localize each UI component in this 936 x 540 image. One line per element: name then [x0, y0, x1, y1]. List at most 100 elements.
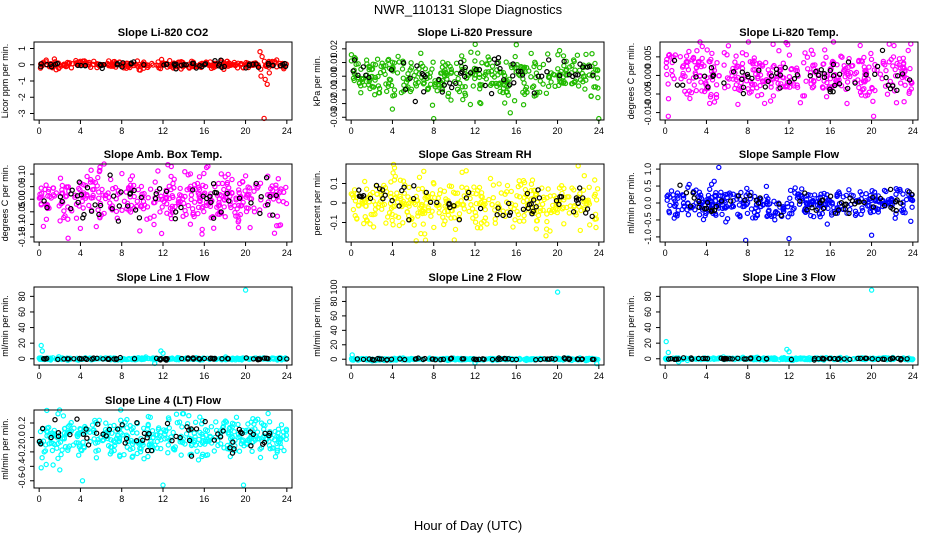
data-point [217, 434, 224, 440]
data-point [448, 183, 455, 190]
data-point [163, 188, 170, 195]
data-point [251, 208, 258, 215]
data-point [210, 225, 217, 231]
data-point [152, 179, 158, 185]
data-point [73, 215, 80, 221]
data-point [680, 200, 687, 206]
data-point [141, 456, 147, 462]
data-point [169, 438, 175, 444]
data-point [84, 173, 90, 180]
data-point [575, 83, 582, 89]
data-point [71, 425, 77, 431]
data-point [95, 207, 101, 213]
data-point [99, 65, 105, 72]
data-point [741, 356, 747, 362]
data-point [189, 187, 196, 193]
data-point [740, 203, 746, 210]
data-point [131, 187, 137, 194]
data-point [803, 78, 809, 84]
data-point [732, 59, 738, 65]
data-point [221, 63, 227, 70]
data-point [887, 85, 894, 92]
data-point [508, 200, 514, 207]
data-point [714, 60, 720, 66]
data-point [685, 59, 691, 65]
data-point [459, 84, 465, 90]
data-point [77, 187, 83, 193]
data-point [95, 189, 102, 195]
data-point [794, 72, 801, 78]
data-point [467, 101, 474, 108]
data-point [171, 176, 177, 182]
data-point [225, 429, 231, 436]
data-point [863, 190, 869, 197]
data-point [775, 80, 781, 87]
data-point [105, 443, 112, 449]
data-point [131, 356, 138, 362]
data-point [274, 222, 280, 229]
data-point [740, 90, 747, 97]
data-point [503, 89, 509, 95]
x-tick-label: 20 [241, 126, 251, 136]
data-point [668, 188, 675, 194]
y-tick-label: -1 [17, 77, 27, 85]
data-point [827, 75, 834, 82]
data-point [868, 56, 875, 63]
data-point [439, 89, 445, 95]
data-point [147, 414, 153, 420]
data-point [351, 57, 358, 63]
data-point [809, 204, 815, 211]
data-point [38, 465, 44, 471]
data-point [202, 183, 209, 190]
data-point [788, 356, 795, 363]
panel-2: Slope Li-820 Pressure kPa per min. 0 4 8 12 16… [312, 27, 605, 136]
data-point [57, 467, 63, 473]
data-point [544, 356, 551, 362]
data-point [887, 356, 894, 362]
data-point [183, 62, 189, 68]
data-point [202, 438, 209, 444]
data-point [351, 54, 358, 61]
data-point [902, 209, 908, 216]
data-point [528, 50, 534, 57]
data-point [453, 80, 459, 87]
data-point [463, 195, 470, 201]
y-tick-label: 0 [329, 200, 339, 205]
data-point [82, 195, 89, 201]
data-point [891, 88, 898, 94]
data-point [55, 430, 62, 436]
y-tick-label: 60 [643, 307, 653, 317]
data-point [260, 441, 266, 447]
data-point [410, 195, 417, 202]
data-point [129, 173, 136, 179]
data-point [839, 54, 845, 60]
data-point [728, 198, 734, 204]
data-point [537, 89, 543, 95]
data-point [148, 447, 155, 454]
data-point [504, 182, 511, 189]
data-point [111, 356, 117, 362]
data-point [674, 190, 681, 196]
y-tick-label: 0 [17, 356, 27, 361]
data-point [95, 447, 102, 453]
data-point [460, 201, 467, 208]
data-point [533, 226, 540, 232]
data-point [232, 209, 238, 216]
data-point [388, 205, 395, 211]
panel-ylabel: kPa per min. [312, 56, 322, 107]
data-point [145, 453, 151, 460]
data-point [496, 181, 502, 187]
data-point [718, 355, 724, 361]
data-point [231, 446, 237, 452]
data-point [810, 197, 816, 204]
data-point [124, 444, 131, 450]
data-point [406, 217, 412, 223]
data-point [218, 209, 224, 215]
data-point [154, 62, 160, 68]
data-point [663, 59, 670, 66]
data-point [485, 69, 492, 75]
panel-7: Slope Line 1 Flow ml/min per min. 0 4 8 12 16 2… [0, 272, 293, 381]
x-tick-label: 24 [908, 126, 918, 136]
data-point [476, 71, 483, 78]
data-point [36, 438, 43, 445]
